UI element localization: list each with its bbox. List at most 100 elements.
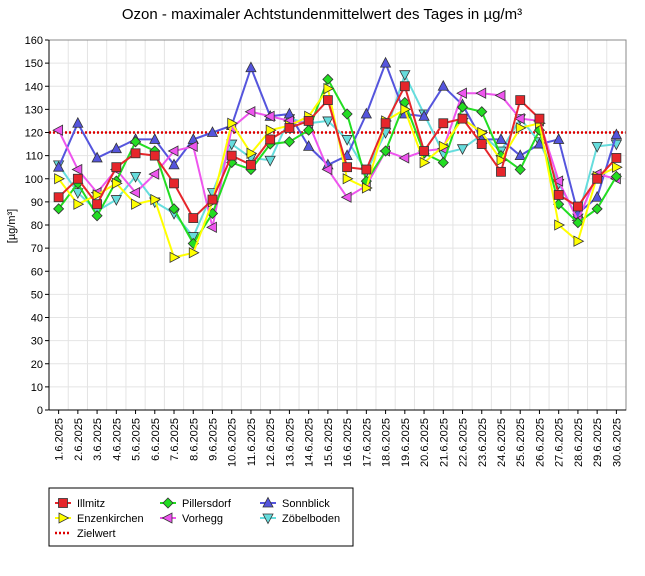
data-point (246, 159, 256, 170)
x-tick-label: 3.6.2025 (92, 418, 104, 461)
x-tick-label: 28.6.2025 (573, 418, 585, 467)
data-point (534, 113, 545, 124)
x-tick-label: 10.6.2025 (227, 418, 239, 467)
y-tick-label: 100 (25, 174, 43, 186)
data-point (341, 135, 353, 146)
data-point (110, 142, 122, 154)
data-point (54, 173, 65, 185)
legend-item-illmitz: Illmitz (55, 498, 105, 510)
x-tick-label: 8.6.2025 (188, 418, 200, 461)
data-point (380, 118, 391, 129)
data-point (302, 140, 315, 151)
data-point (495, 133, 507, 144)
data-point (419, 146, 429, 156)
y-tick-label: 150 (25, 58, 43, 70)
legend-label: Vorhegg (182, 513, 223, 525)
x-tick-label: 23.6.2025 (477, 418, 489, 467)
data-point (342, 173, 354, 185)
legend-item-sonnblick: Sonnblick (260, 496, 330, 510)
y-tick-label: 50 (31, 289, 43, 301)
data-point (111, 162, 122, 173)
data-point (265, 124, 277, 136)
data-point (262, 513, 274, 525)
data-point (341, 108, 353, 120)
data-point (92, 199, 102, 210)
legend-item-pillersdorf: Pillersdorf (160, 497, 232, 510)
data-point (456, 144, 469, 156)
legend-label: Sonnblick (282, 498, 330, 510)
data-point (244, 106, 256, 118)
y-tick-label: 140 (25, 81, 43, 93)
x-tick-label: 20.6.2025 (419, 418, 431, 467)
data-point (361, 164, 372, 175)
data-point (263, 110, 275, 122)
data-point (360, 107, 373, 119)
data-point (419, 156, 431, 169)
grid (48, 39, 627, 411)
y-tick-label: 20 (31, 359, 43, 371)
data-point (418, 109, 430, 121)
data-point (73, 198, 85, 210)
data-point (161, 512, 173, 524)
x-tick-label: 22.6.2025 (458, 418, 470, 467)
data-point (437, 79, 449, 91)
data-point (322, 95, 333, 106)
data-point (150, 193, 162, 206)
data-point (129, 186, 140, 199)
data-point (494, 89, 506, 102)
data-point (169, 178, 179, 189)
data-point (283, 136, 295, 148)
data-point (227, 117, 239, 129)
series-illmitz (53, 81, 622, 223)
x-tick-label: 11.6.2025 (246, 418, 258, 466)
data-point (168, 203, 180, 215)
data-point (131, 198, 142, 210)
data-point (321, 163, 333, 176)
data-point (149, 133, 161, 144)
data-point (437, 156, 449, 169)
data-point (610, 170, 622, 183)
data-point (591, 203, 603, 215)
x-tick-label: 14.6.2025 (304, 418, 316, 467)
data-point (91, 210, 103, 222)
y-tick-label: 70 (31, 243, 43, 255)
legend-label: Zöbelboden (282, 513, 340, 525)
data-point (514, 149, 526, 161)
data-point (264, 155, 276, 167)
data-point (438, 118, 449, 129)
data-point (496, 154, 508, 166)
x-tick-label: 7.6.2025 (169, 418, 181, 461)
x-tick-label: 15.6.2025 (323, 418, 335, 467)
data-point (71, 163, 83, 176)
data-point (111, 177, 123, 190)
y-tick-label: 160 (25, 35, 43, 47)
data-point (476, 139, 487, 149)
legend-item-enzenkirchen: Enzenkirchen (55, 512, 144, 525)
data-point (379, 56, 392, 68)
x-tick-label: 12.6.2025 (265, 418, 277, 467)
x-tick-label: 4.6.2025 (111, 418, 123, 461)
data-point (456, 101, 469, 113)
data-point (399, 81, 410, 92)
data-point (475, 87, 487, 99)
data-point (58, 512, 70, 524)
data-point (340, 191, 352, 203)
data-point (110, 195, 122, 206)
y-tick-label: 130 (25, 104, 43, 116)
data-point (573, 201, 583, 212)
data-point (592, 173, 603, 184)
data-point (129, 136, 142, 148)
y-tick-label: 30 (31, 336, 43, 348)
y-tick-label: 60 (31, 266, 43, 278)
data-point (553, 190, 564, 200)
data-point (591, 141, 603, 153)
data-point (265, 134, 276, 145)
data-point (398, 152, 410, 164)
x-tick-label: 5.6.2025 (131, 418, 143, 461)
data-point (591, 190, 603, 202)
legend-item-zöbelboden: Zöbelboden (260, 513, 340, 525)
x-tick-label: 9.6.2025 (207, 418, 219, 461)
data-point (226, 150, 237, 161)
y-tick-label: 80 (31, 220, 43, 232)
